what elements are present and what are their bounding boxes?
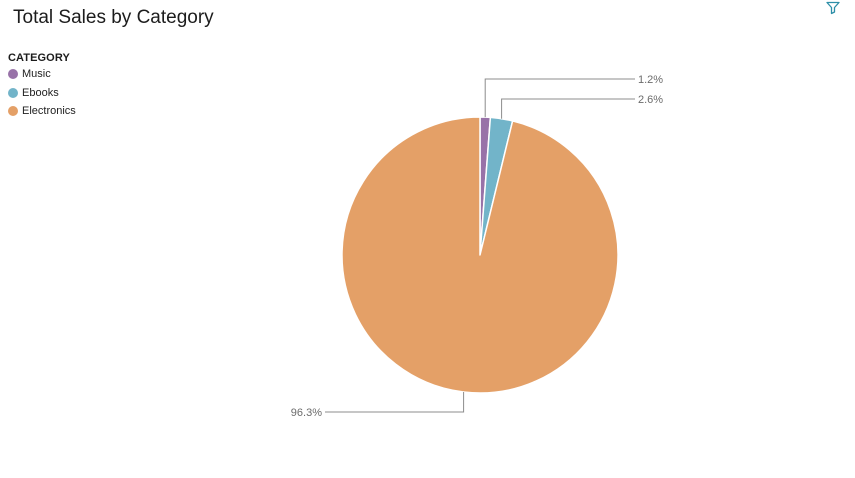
legend-item-electronics[interactable]: Electronics (8, 102, 76, 121)
leader-line-music (484, 78, 635, 118)
legend: CATEGORY Music Ebooks Electronics (8, 52, 76, 121)
pie-slice-electronics[interactable] (341, 116, 619, 394)
legend-label-electronics: Electronics (22, 105, 76, 118)
legend-swatch-music (8, 69, 18, 80)
legend-label-music: Music (22, 68, 51, 81)
legend-title: CATEGORY (8, 52, 70, 64)
leader-line-electronics (325, 392, 465, 413)
data-label-electronics: 96.3% (291, 407, 322, 419)
legend-item-music[interactable]: Music (8, 65, 76, 84)
filter-icon (826, 1, 840, 15)
legend-item-ebooks[interactable]: Ebooks (8, 84, 76, 103)
leader-line-ebooks (501, 98, 635, 119)
filter-button[interactable] (825, 0, 841, 16)
data-label-ebooks: 2.6% (638, 94, 663, 106)
legend-swatch-ebooks (8, 87, 18, 98)
legend-swatch-electronics (8, 106, 18, 117)
legend-label-ebooks: Ebooks (22, 86, 59, 99)
chart-title: Total Sales by Category (13, 7, 214, 28)
data-label-music: 1.2% (638, 74, 663, 86)
